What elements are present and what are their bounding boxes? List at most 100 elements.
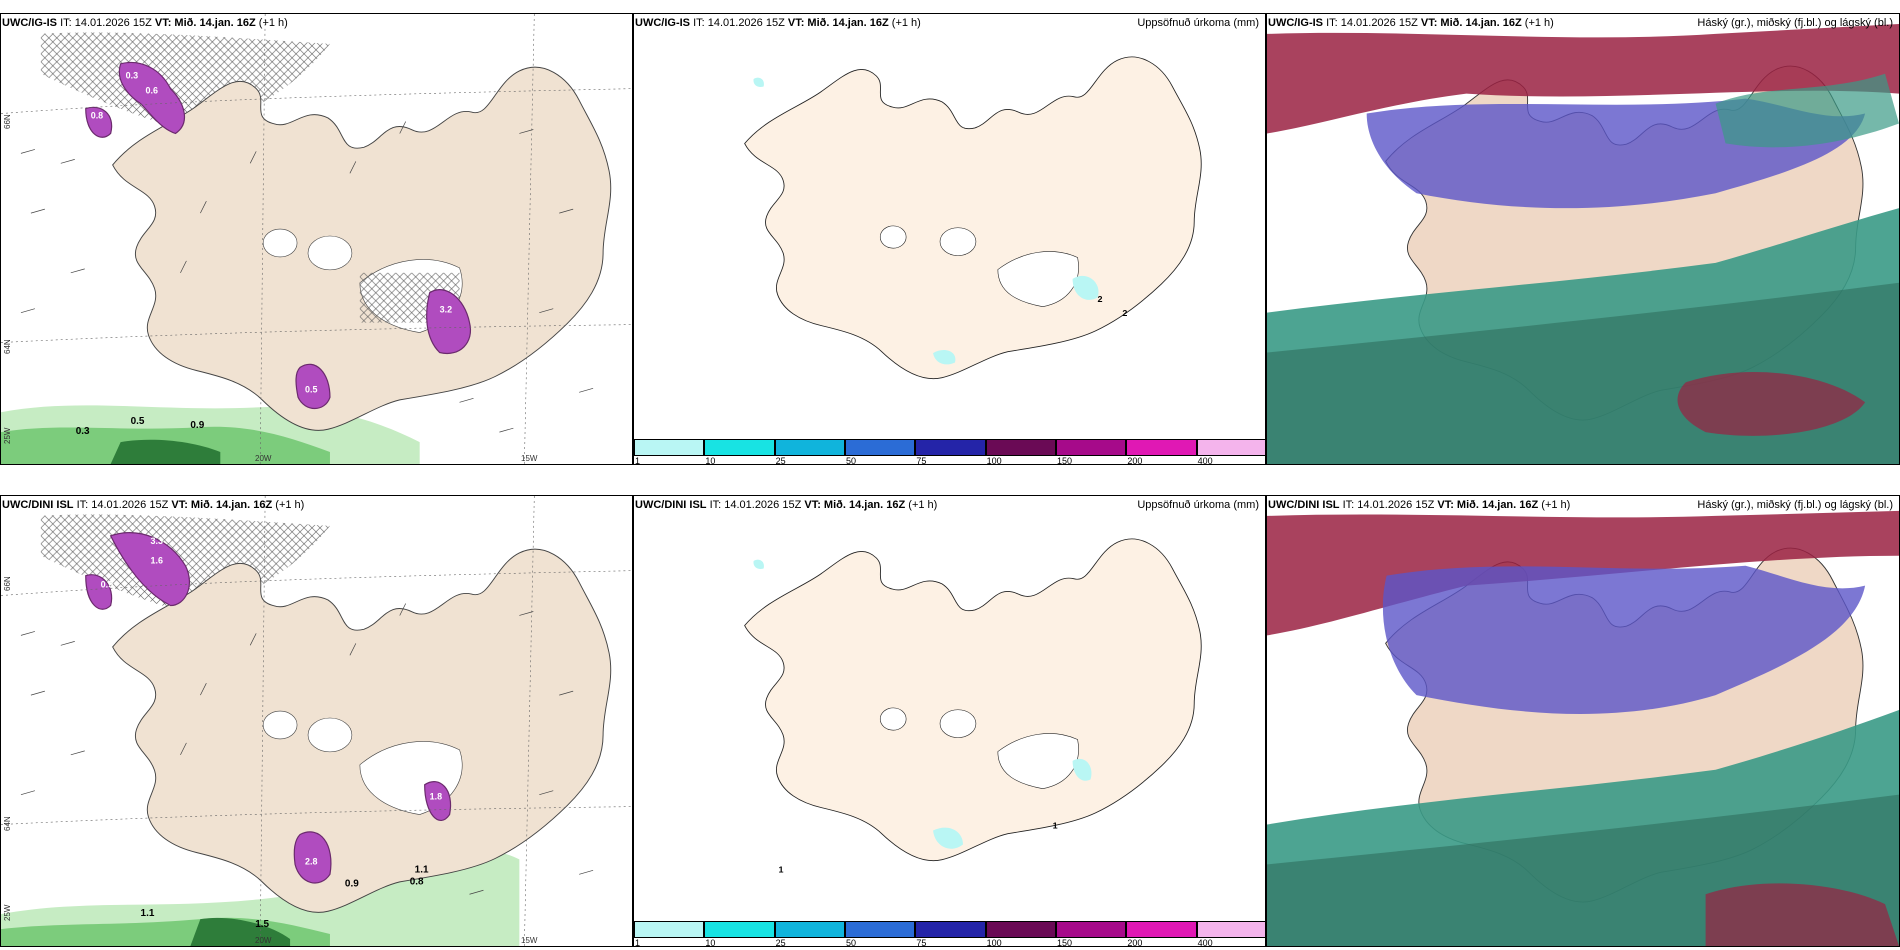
colorbar-tick-label: 150 — [1057, 938, 1073, 947]
colorbar-swatch — [774, 439, 845, 456]
init-time: IT: 14.01.2026 15Z — [1342, 499, 1435, 511]
valid-time: VT: Mið. 14.jan. 16Z — [1437, 499, 1539, 511]
forecast-step: (+1 h) — [258, 17, 288, 29]
colorbar-swatch — [1126, 921, 1197, 938]
colorbar-swatch — [985, 439, 1056, 456]
precip-colorbar: 1 10 25 50 75 100 150 200 400 — [634, 921, 1265, 947]
precip-value: 2.8 — [305, 856, 317, 866]
model-name: UWC/IG-IS — [635, 17, 690, 29]
wind-map: 0.3 0.6 0.8 3.2 0.5 0.3 0.5 0.9 — [1, 14, 632, 464]
valid-time: VT: Mið. 14.jan. 16Z — [787, 17, 889, 29]
lat-label-66n: 66N — [3, 114, 12, 129]
precip-map: 2 2 — [744, 56, 1202, 380]
cloud-map — [1267, 14, 1899, 464]
precip-value: 1.1 — [141, 908, 155, 919]
precip-value: 1.5 — [255, 919, 269, 930]
precip-value: 1.6 — [151, 556, 163, 566]
colorbar-swatch — [915, 439, 986, 456]
colorbar-tick-label: 50 — [846, 938, 857, 947]
colorbar-tick-label: 100 — [986, 938, 1002, 947]
model-name: UWC/DINI ISL — [1268, 499, 1340, 511]
precip-value: 0.3 — [126, 71, 138, 81]
colorbar-swatch — [915, 921, 986, 938]
precip-value: 0.5 — [305, 384, 317, 394]
precip-value: 3.2 — [440, 305, 452, 315]
panel-field-title: Uppsöfnuð úrkoma (mm) — [1137, 499, 1259, 511]
colorbar-tick-label: 150 — [1057, 456, 1073, 465]
precip-value: 0.8 — [410, 876, 424, 887]
colorbar-swatch — [1196, 439, 1265, 456]
panel-header: UWC/IG-IS IT: 14.01.2026 15Z VT: Mið. 14… — [2, 15, 626, 31]
precip-value: 3.3 — [151, 536, 163, 546]
lat-label-64n: 64N — [3, 816, 12, 831]
colorbar-tick-label: 100 — [986, 456, 1002, 465]
precip-value: 1.1 — [415, 864, 429, 875]
panel-field-title: Uppsöfnuð úrkoma (mm) — [1137, 17, 1259, 29]
precip-accum-panel-bottom[interactable]: UWC/DINI ISL IT: 14.01.2026 15Z VT: Mið.… — [633, 495, 1266, 947]
lat-label-64n: 64N — [3, 339, 12, 354]
forecast-step: (+1 h) — [908, 499, 938, 511]
lon-label-15w: 15W — [521, 454, 538, 463]
colorbar-swatch — [634, 921, 705, 938]
colorbar-tick-label: 75 — [916, 456, 927, 465]
valid-time: VT: Mið. 14.jan. 16Z — [804, 499, 906, 511]
panel-field-title: Háský (gr.), miðský (fj.bl.) og lágský (… — [1697, 17, 1893, 29]
precip-accum-panel-top[interactable]: UWC/IG-IS IT: 14.01.2026 15Z VT: Mið. 14… — [633, 13, 1266, 465]
panel-field-title: Háský (gr.), miðský (fj.bl.) og lágský (… — [1697, 499, 1893, 511]
panel-header: UWC/DINI ISL IT: 14.01.2026 15Z VT: Mið.… — [1268, 497, 1893, 513]
init-time: IT: 14.01.2026 15Z — [1326, 17, 1418, 29]
model-name: UWC/IG-IS — [2, 17, 57, 29]
wind-precip-panel-bottom[interactable]: UWC/DINI ISL IT: 14.01.2026 15Z VT: Mið.… — [0, 495, 633, 947]
colorbar-tick-label: 400 — [1197, 456, 1213, 465]
colorbar-tick-label: 10 — [705, 938, 716, 947]
lon-label-20w: 20W — [255, 454, 272, 463]
colorbar-swatch — [704, 921, 775, 938]
precip-map: 1 1 — [744, 538, 1202, 875]
precip-value: 2 — [1098, 294, 1103, 304]
precip-value: 1 — [1053, 821, 1058, 831]
forecast-step: (+1 h) — [1541, 499, 1571, 511]
lat-label-66n: 66N — [3, 576, 12, 591]
colorbar-swatch — [1056, 921, 1127, 938]
forecast-step: (+1 h) — [275, 499, 305, 511]
model-name: UWC/IG-IS — [1268, 17, 1323, 29]
valid-time: VT: Mið. 14.jan. 16Z — [1420, 17, 1522, 29]
colorbar-swatch — [774, 921, 845, 938]
precip-value: 0.8 — [91, 111, 103, 121]
lat-label-25w: 25W — [3, 427, 12, 444]
precip-value: 2 — [1122, 308, 1127, 318]
cloud-map — [1267, 496, 1899, 946]
lat-label-25w: 25W — [3, 904, 12, 921]
colorbar-swatch — [1126, 439, 1197, 456]
precip-value: 0.9 — [190, 420, 204, 431]
valid-time: VT: Mið. 14.jan. 16Z — [154, 17, 256, 29]
colorbar-tick-label: 75 — [916, 938, 927, 947]
colorbar-swatch — [985, 921, 1056, 938]
cloud-panel-bottom[interactable]: UWC/DINI ISL IT: 14.01.2026 15Z VT: Mið.… — [1266, 495, 1900, 947]
colorbar-tick-label: 200 — [1127, 938, 1143, 947]
precip-value: 0.3 — [76, 426, 90, 437]
colorbar-swatch — [1056, 439, 1127, 456]
panel-header: UWC/IG-IS IT: 14.01.2026 15Z VT: Mið. 14… — [1268, 15, 1893, 31]
precip-value: 0.9 — [101, 580, 113, 590]
precip-value: 0.5 — [131, 416, 145, 427]
lon-label-20w: 20W — [255, 936, 272, 945]
colorbar-swatch — [845, 439, 916, 456]
colorbar-tick-label: 10 — [705, 456, 716, 465]
wind-precip-panel-top[interactable]: UWC/IG-IS IT: 14.01.2026 15Z VT: Mið. 14… — [0, 13, 633, 465]
lon-label-15w: 15W — [521, 936, 538, 945]
colorbar-swatch — [845, 921, 916, 938]
colorbar-tick-label: 25 — [775, 456, 786, 465]
init-time: IT: 14.01.2026 15Z — [709, 499, 802, 511]
colorbar-swatch — [704, 439, 775, 456]
precip-value: 1 — [779, 865, 784, 875]
precip-value: 0.9 — [345, 878, 359, 889]
colorbar-tick-label: 25 — [775, 938, 786, 947]
init-time: IT: 14.01.2026 15Z — [693, 17, 785, 29]
model-name: UWC/DINI ISL — [635, 499, 707, 511]
precip-colorbar: 1 10 25 50 75 100 150 200 400 — [634, 439, 1265, 465]
forecast-step: (+1 h) — [891, 17, 921, 29]
cloud-panel-top[interactable]: UWC/IG-IS IT: 14.01.2026 15Z VT: Mið. 14… — [1266, 13, 1900, 465]
colorbar-tick-label: 400 — [1197, 938, 1213, 947]
colorbar-tick-label: 1 — [635, 938, 641, 947]
